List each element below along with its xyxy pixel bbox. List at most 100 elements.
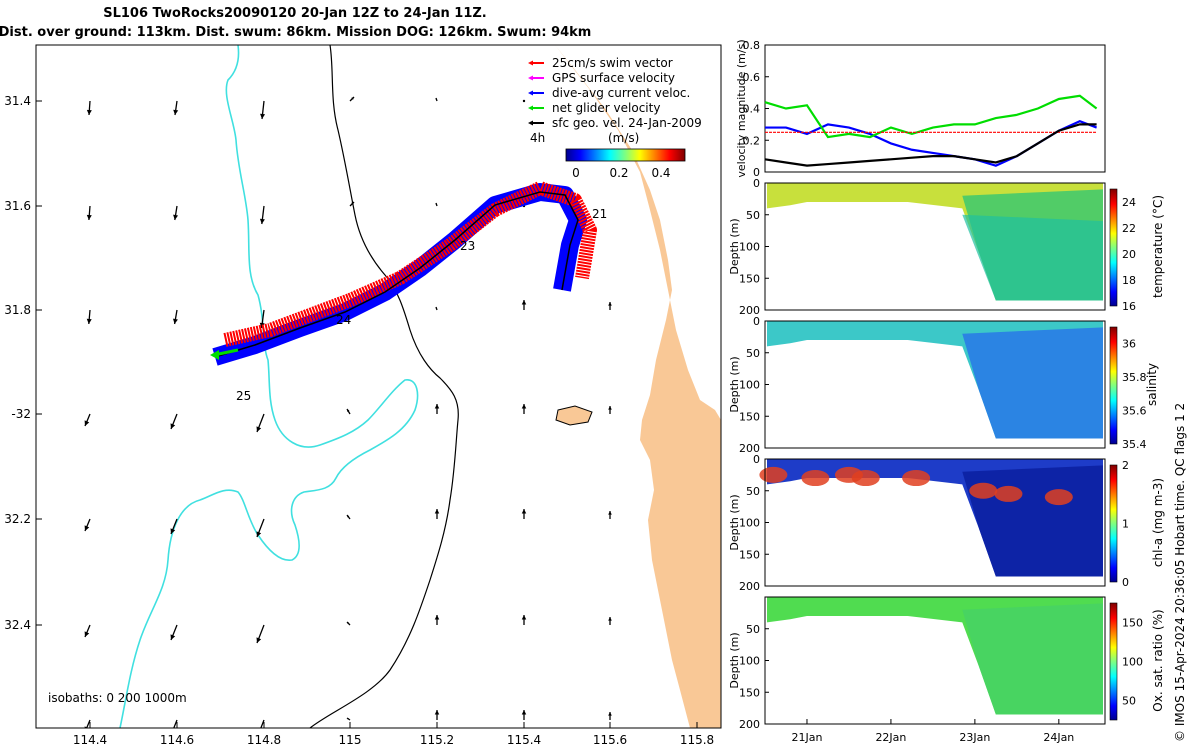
salinity-deep-field	[962, 327, 1103, 439]
depth-tick: 0	[753, 315, 760, 328]
chla-maximum-patch	[1044, 489, 1073, 506]
map-frame	[35, 44, 722, 729]
salinity-section: 0 50 100 150 200 Depth (m) 35.4 35.6 35.8 36 salin…	[728, 315, 1159, 455]
depth-tick: 50	[746, 347, 760, 360]
isobath-note: isobaths: 0 200 1000m	[48, 691, 187, 705]
colorbar-tick: 36	[1122, 338, 1136, 351]
depth-axis-label: Depth (m)	[728, 632, 741, 688]
velocity-y-tick: 0	[753, 166, 760, 179]
imos-side-label: © IMOS 15-Apr-2024 20:36:05 Hobart time.…	[1173, 403, 1187, 742]
legend-entry: dive-avg current veloc.	[552, 86, 690, 100]
colorbar-tick: 35.6	[1122, 405, 1147, 418]
depth-tick: 100	[739, 241, 760, 254]
geo-velocity-arrow	[173, 719, 178, 728]
depth-tick: 200	[739, 442, 760, 455]
velocity-y-label: velocity magnitude (m/s)	[735, 39, 748, 177]
colorbar-tick: 18	[1122, 274, 1136, 287]
geo-velocity-arrow	[85, 719, 91, 728]
chart-title: SL106 TwoRocks20090120 20-Jan 12Z to 24-…	[103, 6, 487, 21]
day-labels: 21 23 24 25	[236, 207, 607, 403]
oxygen-colorbar-label: Ox. sat. ratio (%)	[1151, 609, 1165, 711]
depth-tick: 150	[739, 548, 760, 561]
legend-entry: 25cm/s swim vector	[552, 56, 673, 70]
map-panel: 114.4 114.6 114.8 115 115.2 115.4 115.6 115.8 31…	[4, 44, 722, 747]
oxygen-deep-field	[962, 603, 1103, 715]
chla-maximum-patch	[851, 470, 880, 487]
colorbar-tick: 22	[1122, 222, 1136, 235]
time-tick-label: 24Jan	[1043, 731, 1074, 744]
time-tick-label: 22Jan	[875, 731, 906, 744]
geostrophic-arrows	[84, 96, 612, 728]
colorbar-tick: 100	[1122, 656, 1143, 669]
chla-colorbar-label: chl-a (mg m-3)	[1151, 478, 1165, 567]
chla-maximum-patch	[969, 482, 998, 499]
depth-tick: 50	[746, 209, 760, 222]
temperature-colorbar-label: temperature (°C)	[1151, 195, 1165, 298]
salinity-colorbar	[1109, 326, 1118, 445]
colorbar-tick: 35.4	[1122, 438, 1147, 451]
velocity-series-line	[764, 123, 1097, 167]
isobath-200m	[119, 45, 419, 728]
map-y-tick-label: 32.4	[4, 618, 31, 632]
chla-maximum-patch	[801, 470, 830, 487]
swim-vector-band	[223, 181, 597, 347]
map-colorbar-tick: 0	[572, 166, 580, 180]
oxygen-section: 50 100 150 200 Depth (m) 50 100 150 Ox. sat. rat…	[728, 596, 1165, 731]
time-tick-label: 21Jan	[791, 731, 822, 744]
chla-maximum-patch	[759, 466, 788, 483]
velocity-y-tick: 0.4	[743, 103, 761, 116]
depth-tick: 100	[739, 517, 760, 530]
colorbar-unit: (m/s)	[608, 131, 639, 145]
scale-label: 4h	[530, 131, 545, 145]
depth-tick: 100	[739, 379, 760, 392]
chla-colorbar	[1109, 464, 1118, 583]
depth-tick: 200	[739, 718, 760, 731]
salinity-colorbar-label: salinity	[1145, 363, 1159, 406]
map-y-tick-label: 31.4	[4, 94, 31, 108]
legend-entry: net glider velocity	[552, 101, 660, 115]
map-axes: 114.4 114.6 114.8 115 115.2 115.4 115.6 115.8 31…	[4, 94, 714, 747]
legend-entry: sfc geo. vel. 24-Jan-2009	[552, 116, 702, 130]
depth-tick: 50	[746, 623, 760, 636]
velocity-y-tick: 0.8	[743, 39, 761, 52]
map-x-tick-label: 115	[339, 733, 362, 747]
depth-tick: 150	[739, 272, 760, 285]
map-y-tick-label: 31.6	[4, 199, 31, 213]
colorbar-tick: 24	[1122, 196, 1136, 209]
map-x-tick-label: 115.8	[680, 733, 714, 747]
track-day-label: 25	[236, 389, 251, 403]
temperature-section: 0 50 100 150 200 Depth (m) 16 18 20 22 24 temperatu…	[728, 177, 1165, 317]
map-colorbar-tick: 0.2	[609, 166, 628, 180]
geo-velocity-arrow	[260, 719, 265, 728]
depth-tick: 150	[739, 686, 760, 699]
depth-tick: 50	[746, 485, 760, 498]
chart-subtitle: Dist. over ground: 113km. Dist. swum: 86…	[0, 25, 592, 40]
map-x-tick-label: 115.6	[593, 733, 627, 747]
depth-tick: 200	[739, 580, 760, 593]
depth-tick: 100	[739, 655, 760, 668]
track-day-label: 24	[336, 313, 351, 327]
map-colorbar: 0 0.2 0.4 (m/s) 4h	[530, 131, 686, 180]
colorbar-tick: 150	[1122, 617, 1143, 630]
colorbar-tick: 35.8	[1122, 371, 1147, 384]
glider-track	[210, 181, 597, 366]
land-area	[555, 45, 721, 728]
isobath-1000m	[309, 45, 459, 728]
colorbar-tick: 1	[1122, 518, 1129, 531]
colorbar-tick: 0	[1122, 576, 1129, 589]
velocity-y-tick: 0.6	[743, 71, 761, 84]
map-x-tick-label: 114.4	[73, 733, 107, 747]
island	[555, 405, 593, 426]
chla-maximum-patch	[994, 485, 1023, 502]
velocity-frame	[764, 44, 1106, 173]
map-y-tick-label: -32	[11, 407, 31, 421]
depth-tick: 0	[753, 177, 760, 190]
velocity-y-tick: 0.2	[743, 134, 761, 147]
velocity-series-line	[764, 94, 1098, 139]
map-x-tick-label: 114.6	[160, 733, 194, 747]
oxygen-colorbar	[1109, 602, 1118, 721]
map-x-tick-label: 115.2	[420, 733, 454, 747]
